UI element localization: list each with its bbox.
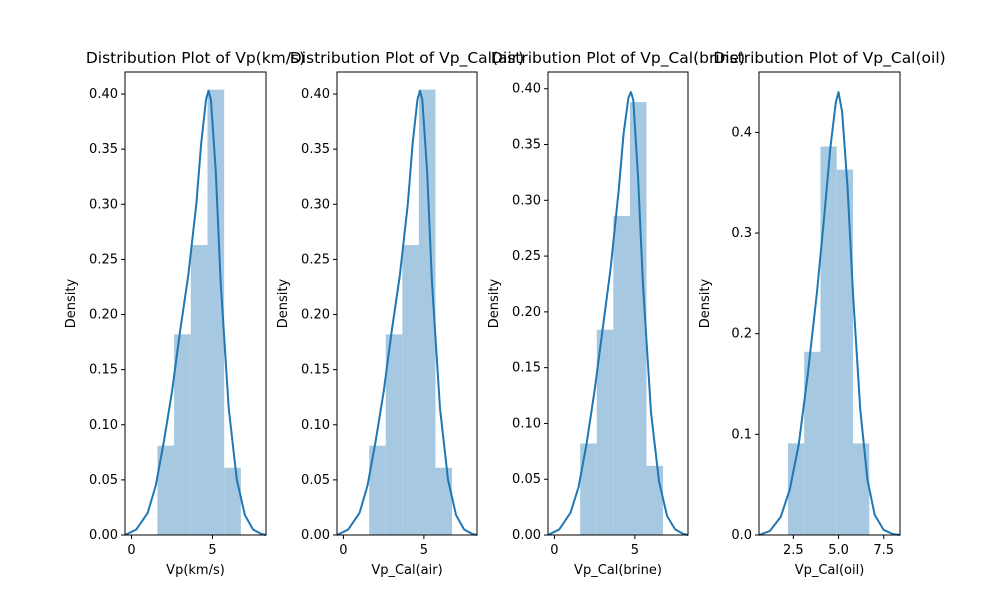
hist-bar <box>646 465 664 535</box>
kde-line <box>336 89 478 536</box>
y-tick-label: 0.10 <box>512 416 541 431</box>
hist-bar <box>435 467 453 535</box>
kde-line <box>124 89 267 536</box>
y-tick-label: 0.20 <box>301 308 330 323</box>
y-tick-label: 0.20 <box>512 305 541 320</box>
y-axis-label: Density <box>64 278 79 328</box>
y-tick-label: 0.3 <box>731 226 752 241</box>
hist-bar <box>369 445 386 535</box>
x-tick-label: 0 <box>550 543 558 558</box>
x-tick-label: 5 <box>631 543 639 558</box>
hist-bar <box>596 329 614 535</box>
hist-bar <box>190 245 208 536</box>
hist-bar <box>385 334 403 535</box>
axes-frame <box>547 71 689 536</box>
hist-bar <box>207 89 225 535</box>
chart-title: Distribution Plot of Vp_Cal(air) <box>290 49 524 68</box>
y-tick-label: 0.20 <box>89 308 118 323</box>
hist-bar <box>580 443 597 535</box>
axes-frame <box>758 71 901 536</box>
x-axis-label: Vp_Cal(air) <box>371 563 442 578</box>
x-tick-label: 0 <box>127 543 135 558</box>
x-tick-label: 2.5 <box>783 543 804 558</box>
hist-bar <box>820 146 837 535</box>
y-axis-label: Density <box>698 278 713 328</box>
x-tick-label: 7.5 <box>873 543 894 558</box>
axes-frame <box>124 71 267 536</box>
y-tick-label: 0.15 <box>512 361 541 376</box>
y-tick-label: 0.25 <box>301 252 330 267</box>
x-axis-label: Vp_Cal(oil) <box>795 563 865 578</box>
y-tick-label: 0.05 <box>512 472 541 487</box>
y-axis-label: Density <box>487 278 502 328</box>
hist-bar <box>613 215 630 536</box>
chart-title: Distribution Plot of Vp_Cal(oil) <box>713 49 945 68</box>
kde-line <box>758 91 901 536</box>
hist-bar <box>787 443 805 535</box>
subplot-4: 0.0 0.1 0.2 0.3 0.4 2.5 5.0 7.5 Vp_Cal(oil) Densi… <box>698 49 946 578</box>
x-axis-label: Vp(km/s) <box>166 563 225 578</box>
hist-bar <box>174 334 191 535</box>
y-tick-label: 0.25 <box>512 249 541 264</box>
y-tick-label: 0.35 <box>89 142 118 157</box>
hist-bar <box>157 445 175 535</box>
y-tick-label: 0.05 <box>301 473 330 488</box>
y-tick-label: 0.30 <box>301 197 330 212</box>
y-tick-label: 0.30 <box>512 193 541 208</box>
hist-bar <box>853 443 870 535</box>
y-tick-label: 0.4 <box>731 125 752 140</box>
chart-title: Distribution Plot of Vp_Cal(brine) <box>491 49 745 68</box>
hist-bar <box>418 89 436 535</box>
hist-bar <box>224 467 241 535</box>
x-tick-label: 0 <box>339 543 347 558</box>
chart-title: Distribution Plot of Vp(km/s) <box>86 49 305 67</box>
hist-bar <box>804 351 821 535</box>
y-tick-label: 0.40 <box>301 87 330 102</box>
axes-frame <box>336 71 478 536</box>
x-tick-label: 5 <box>208 543 216 558</box>
y-tick-label: 0.10 <box>89 418 118 433</box>
y-tick-label: 0.30 <box>89 197 118 212</box>
x-tick-label: 5 <box>420 543 428 558</box>
y-tick-label: 0.0 <box>731 528 752 543</box>
y-tick-label: 0.10 <box>301 418 330 433</box>
y-axis-label: Density <box>276 278 291 328</box>
y-tick-label: 0.40 <box>89 87 118 102</box>
hist-bar <box>402 245 419 536</box>
hist-bar <box>629 102 647 535</box>
y-tick-label: 0.00 <box>301 528 330 543</box>
subplot-3: 0.00 0.05 0.10 0.15 0.20 0.25 0.30 0.35 0.40 0 5 Vp… <box>487 49 745 578</box>
y-tick-label: 0.40 <box>512 82 541 97</box>
y-tick-label: 0.15 <box>301 363 330 378</box>
subplot-1: 0.00 0.05 0.10 0.15 0.20 0.25 0.30 0.35 0.40 0 5 Vp… <box>64 49 305 578</box>
y-tick-label: 0.35 <box>301 142 330 157</box>
y-tick-label: 0.25 <box>89 252 118 267</box>
y-tick-label: 0.00 <box>512 528 541 543</box>
hist-bar <box>836 169 853 535</box>
y-tick-label: 0.1 <box>731 427 752 442</box>
y-tick-label: 0.2 <box>731 327 752 342</box>
y-tick-label: 0.35 <box>512 138 541 153</box>
y-tick-label: 0.00 <box>89 528 118 543</box>
subplot-2: 0.00 0.05 0.10 0.15 0.20 0.25 0.30 0.35 0.40 0 5 Vp… <box>276 49 524 578</box>
y-tick-label: 0.15 <box>89 363 118 378</box>
x-axis-label: Vp_Cal(brine) <box>574 563 662 578</box>
y-tick-label: 0.05 <box>89 473 118 488</box>
kde-line <box>547 91 689 536</box>
x-tick-label: 5.0 <box>828 543 849 558</box>
